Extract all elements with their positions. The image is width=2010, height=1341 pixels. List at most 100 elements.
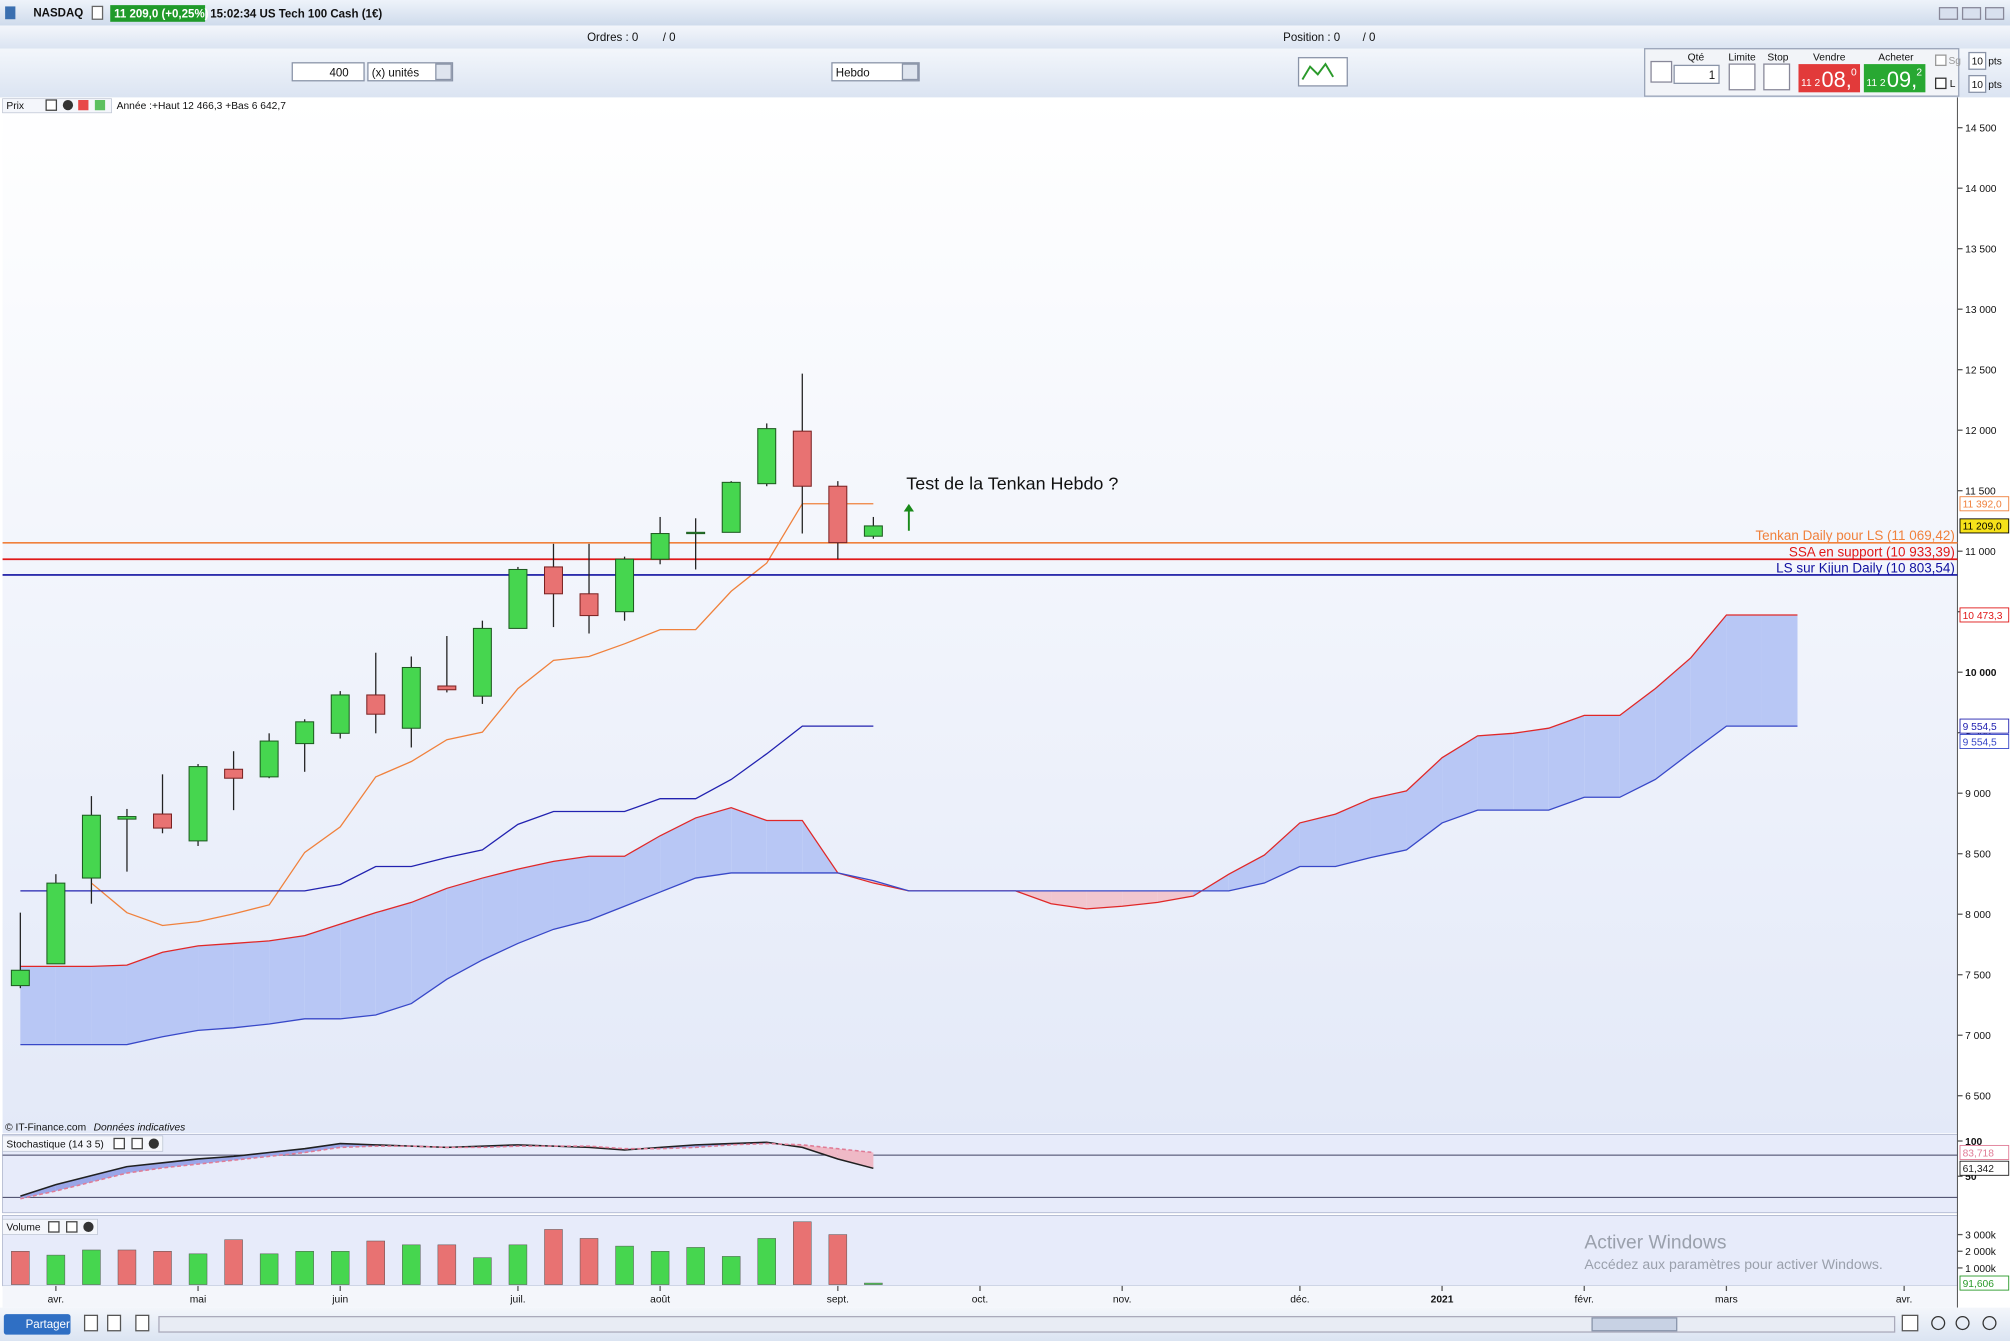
cloud-fill — [1584, 715, 1620, 798]
l-checkbox[interactable] — [1935, 77, 1947, 90]
price-marker — [1959, 1275, 2010, 1291]
sg-input[interactable] — [1968, 51, 1987, 70]
dropdown-arrow[interactable] — [901, 63, 919, 81]
buy-price-suffix[interactable]: 2 — [1916, 68, 1922, 79]
settings-button[interactable] — [1650, 60, 1673, 83]
sg-pts[interactable]: 10 — [1972, 57, 1984, 68]
tool-icon[interactable] — [83, 1314, 99, 1332]
buy-button[interactable] — [1863, 64, 1926, 93]
volume-bar — [224, 1239, 243, 1285]
candle-body — [259, 740, 279, 778]
menu-button[interactable] — [1938, 7, 1959, 20]
horizontal-line-label: SSA en support (10 933,39) — [1789, 545, 1955, 560]
quantity[interactable]: 400 — [329, 67, 348, 79]
cloud-fill — [1370, 790, 1407, 858]
close-icon[interactable] — [62, 99, 74, 111]
period-select[interactable] — [831, 62, 920, 82]
tool-icon[interactable] — [107, 1314, 122, 1332]
cloud-fill — [1122, 890, 1158, 907]
dropdown-arrow[interactable] — [435, 63, 452, 81]
cloud-fill — [375, 902, 412, 1016]
volume-title: Volume — [6, 1223, 40, 1234]
instrument[interactable]: NASDAQ — [33, 8, 83, 20]
volume-bar — [544, 1229, 563, 1285]
price-marker-label: 91,606 — [1963, 1279, 1995, 1290]
period[interactable]: Hebdo — [836, 67, 870, 79]
sg-checkbox[interactable] — [1935, 54, 1947, 67]
qty-input[interactable] — [1673, 64, 1720, 84]
cloud-fill — [1690, 614, 1727, 753]
close-button[interactable] — [1985, 7, 2005, 20]
scroll-thumb[interactable] — [1591, 1317, 1678, 1332]
price-marker — [1959, 1144, 2010, 1160]
horizontal-line-label: LS sur Kijun Daily (10 803,54) — [1776, 560, 1955, 575]
zoom-out[interactable] — [1955, 1316, 1970, 1331]
sell-price-main[interactable]: 08, — [1822, 67, 1852, 92]
orders-bar — [0, 25, 2010, 49]
chart-type-icon — [1301, 62, 1334, 80]
buy-price-prefix[interactable]: 11 2 — [1866, 78, 1885, 89]
cloud-fill — [1157, 890, 1194, 903]
stochastic-title: Stochastique (14 3 5) — [6, 1139, 103, 1150]
buy-price-main[interactable]: 09, — [1887, 67, 1917, 92]
zoom-in[interactable] — [1931, 1316, 1946, 1331]
remove-icon[interactable] — [78, 99, 89, 111]
app-icon — [5, 6, 16, 20]
add-icon[interactable] — [94, 99, 106, 111]
limit-button[interactable] — [1728, 63, 1756, 91]
info-icon[interactable] — [91, 5, 104, 20]
x-tick-label: juil. — [509, 1295, 525, 1306]
price-marker-label: 10 473,3 — [1963, 611, 2003, 622]
unit[interactable]: (x) unités — [372, 67, 420, 79]
maximize-button[interactable] — [1961, 7, 1982, 20]
indicator-line — [90, 503, 874, 927]
settings-icon[interactable] — [48, 1221, 60, 1233]
scrollbar[interactable] — [158, 1316, 1896, 1333]
y-tick-label: 14 000 — [1965, 184, 1997, 195]
orders-count[interactable]: / 0 — [663, 32, 676, 44]
volume-bar — [153, 1251, 172, 1285]
share-label[interactable]: Partager — [26, 1319, 70, 1331]
candle-body — [543, 566, 563, 595]
zoom-reset[interactable] — [1982, 1316, 1997, 1331]
sell-label: Vendre — [1813, 52, 1846, 63]
volume-bar — [721, 1256, 741, 1285]
orders-label[interactable]: Ordres : 0 — [587, 32, 638, 44]
zoom-tool[interactable] — [1901, 1314, 1919, 1332]
l-pts[interactable]: 10 — [1972, 80, 1984, 91]
close-icon[interactable] — [83, 1221, 94, 1233]
share-button[interactable] — [3, 1314, 71, 1335]
stop-button[interactable] — [1763, 63, 1791, 91]
sell-button[interactable] — [1798, 64, 1861, 93]
cloud-fill — [1619, 688, 1656, 798]
settings-icon[interactable] — [113, 1137, 125, 1150]
quantity-input[interactable] — [291, 62, 365, 82]
tool-icon[interactable] — [135, 1314, 150, 1332]
price-marker-label: 83,718 — [1963, 1148, 1995, 1159]
price-axis-area — [1957, 97, 2010, 1308]
window-icon[interactable] — [131, 1137, 143, 1150]
sell-price-prefix[interactable]: 11 2 — [1801, 78, 1820, 89]
volume-bar — [366, 1240, 385, 1285]
qty[interactable]: 1 — [1709, 70, 1715, 82]
x-tick-label: avr. — [1896, 1295, 1913, 1306]
sg-unit: pts — [1988, 57, 2002, 68]
volume-bar — [473, 1257, 492, 1285]
position-count[interactable]: / 0 — [1363, 32, 1376, 44]
cloud-fill — [731, 807, 767, 873]
annotation: Test de la Tenkan Hebdo ? — [906, 474, 1118, 494]
candle-body — [792, 430, 812, 487]
volume-bar — [828, 1234, 848, 1285]
time-axis — [2, 1285, 1958, 1308]
l-input[interactable] — [1968, 74, 1987, 93]
close-icon[interactable] — [148, 1138, 159, 1149]
unit-select[interactable] — [367, 62, 454, 82]
y-tick-label: 12 000 — [1965, 426, 1997, 437]
window-icon[interactable] — [66, 1221, 78, 1233]
position-label[interactable]: Position : 0 — [1283, 32, 1340, 44]
candle-body — [188, 766, 208, 842]
window-icon[interactable] — [45, 99, 58, 111]
sell-price-suffix[interactable]: 0 — [1851, 68, 1857, 79]
chart-type-button[interactable] — [1297, 57, 1348, 87]
